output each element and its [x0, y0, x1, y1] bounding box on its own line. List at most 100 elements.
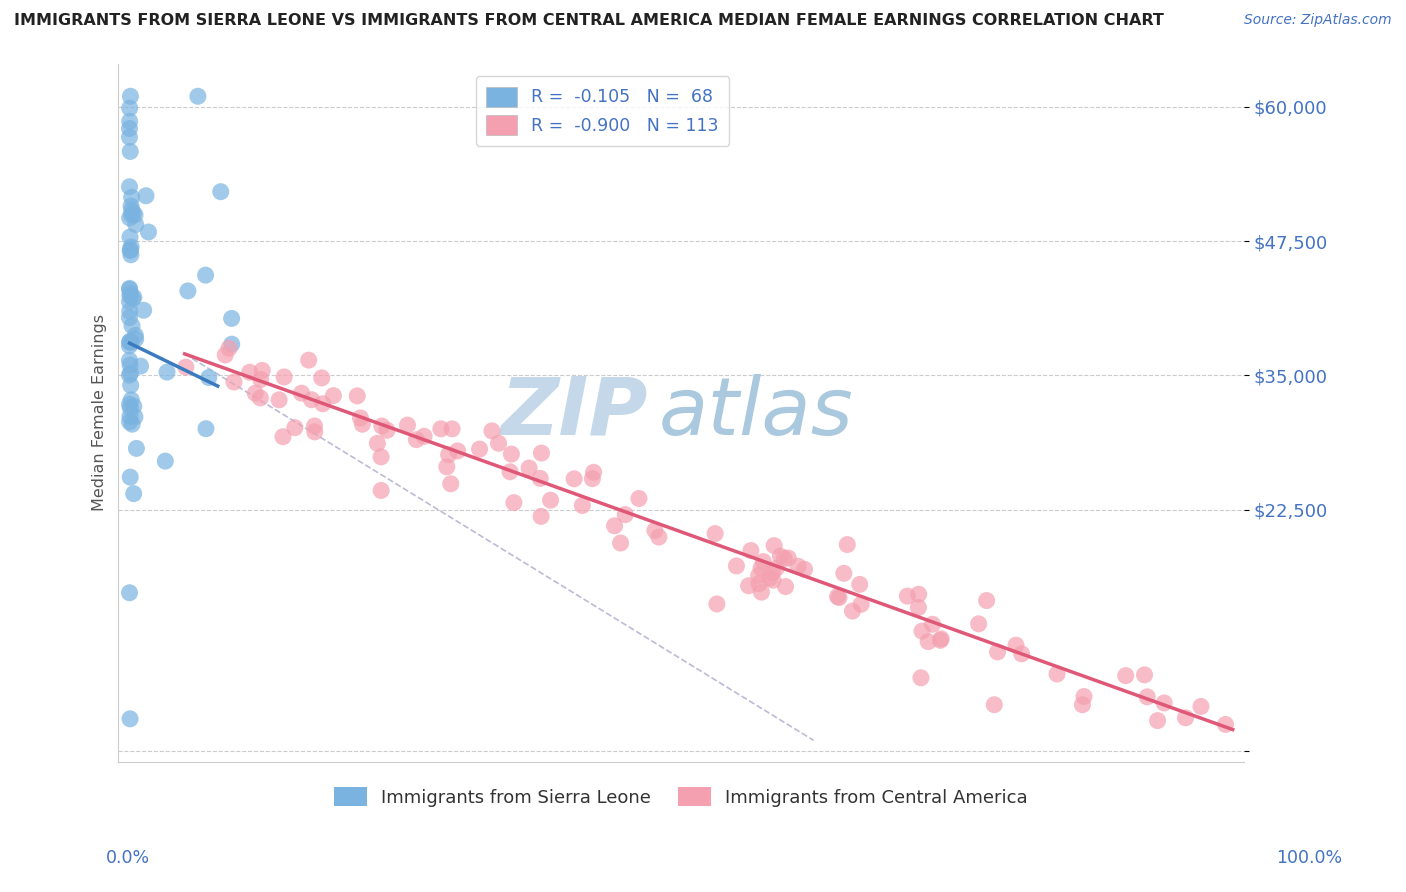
Point — [1215, 717, 1237, 731]
Point — [499, 465, 522, 479]
Point — [370, 450, 392, 464]
Point — [352, 417, 374, 432]
Point — [614, 508, 637, 522]
Point — [751, 585, 773, 599]
Point — [1073, 690, 1095, 704]
Point — [413, 429, 436, 443]
Point — [118, 288, 141, 302]
Point — [222, 375, 245, 389]
Point — [118, 368, 141, 383]
Point — [118, 310, 141, 325]
Point — [311, 371, 333, 385]
Point — [124, 332, 146, 346]
Point — [562, 472, 585, 486]
Point — [488, 436, 510, 450]
Point — [907, 587, 929, 601]
Point — [273, 370, 295, 384]
Point — [748, 576, 770, 591]
Point — [761, 566, 783, 580]
Point — [437, 448, 460, 462]
Point — [501, 447, 523, 461]
Point — [502, 495, 524, 509]
Point — [221, 311, 243, 326]
Point — [929, 633, 952, 648]
Point — [1189, 699, 1212, 714]
Point — [118, 397, 141, 411]
Point — [129, 359, 152, 373]
Point — [118, 211, 141, 225]
Point — [118, 121, 141, 136]
Point — [517, 461, 540, 475]
Point — [249, 391, 271, 405]
Point — [121, 208, 143, 222]
Point — [120, 145, 142, 159]
Point — [765, 561, 787, 575]
Point — [758, 571, 780, 585]
Point — [921, 617, 943, 632]
Point — [197, 370, 219, 384]
Point — [787, 559, 810, 574]
Point — [896, 589, 918, 603]
Text: Source: ZipAtlas.com: Source: ZipAtlas.com — [1244, 13, 1392, 28]
Point — [748, 568, 770, 582]
Legend: Immigrants from Sierra Leone, Immigrants from Central America: Immigrants from Sierra Leone, Immigrants… — [325, 778, 1036, 815]
Point — [929, 632, 952, 646]
Point — [214, 348, 236, 362]
Point — [405, 433, 427, 447]
Point — [749, 561, 772, 575]
Point — [1153, 696, 1175, 710]
Point — [778, 551, 800, 566]
Point — [122, 206, 145, 220]
Point — [121, 292, 143, 306]
Point — [911, 624, 934, 639]
Point — [762, 573, 785, 587]
Point — [118, 339, 141, 353]
Point — [773, 551, 796, 566]
Point — [530, 446, 553, 460]
Point — [1005, 638, 1028, 652]
Point — [366, 436, 388, 450]
Point — [529, 471, 551, 485]
Point — [298, 353, 321, 368]
Point — [125, 442, 148, 456]
Text: ZIP: ZIP — [501, 374, 647, 452]
Point — [120, 401, 142, 415]
Point — [983, 698, 1005, 712]
Point — [706, 597, 728, 611]
Point — [540, 493, 562, 508]
Point — [967, 616, 990, 631]
Point — [441, 422, 464, 436]
Point — [124, 409, 146, 424]
Point — [725, 558, 748, 573]
Point — [763, 539, 786, 553]
Point — [737, 579, 759, 593]
Y-axis label: Median Female Earnings: Median Female Earnings — [93, 314, 107, 511]
Point — [986, 645, 1008, 659]
Point — [481, 424, 503, 438]
Point — [371, 419, 394, 434]
Point — [841, 604, 863, 618]
Point — [118, 281, 141, 295]
Point — [245, 386, 267, 401]
Point — [118, 304, 141, 318]
Point — [120, 244, 142, 258]
Point — [122, 486, 145, 500]
Point — [120, 240, 142, 254]
Point — [301, 392, 323, 407]
Point — [239, 365, 262, 379]
Point — [120, 199, 142, 213]
Point — [218, 341, 240, 355]
Point — [121, 203, 143, 218]
Point — [118, 101, 141, 115]
Point — [370, 483, 392, 498]
Point — [120, 358, 142, 372]
Point — [118, 283, 141, 297]
Point — [120, 335, 142, 350]
Point — [209, 185, 232, 199]
Point — [1115, 668, 1137, 682]
Point — [851, 597, 873, 611]
Point — [582, 465, 605, 479]
Point — [1011, 647, 1033, 661]
Point — [120, 366, 142, 380]
Point — [827, 590, 849, 604]
